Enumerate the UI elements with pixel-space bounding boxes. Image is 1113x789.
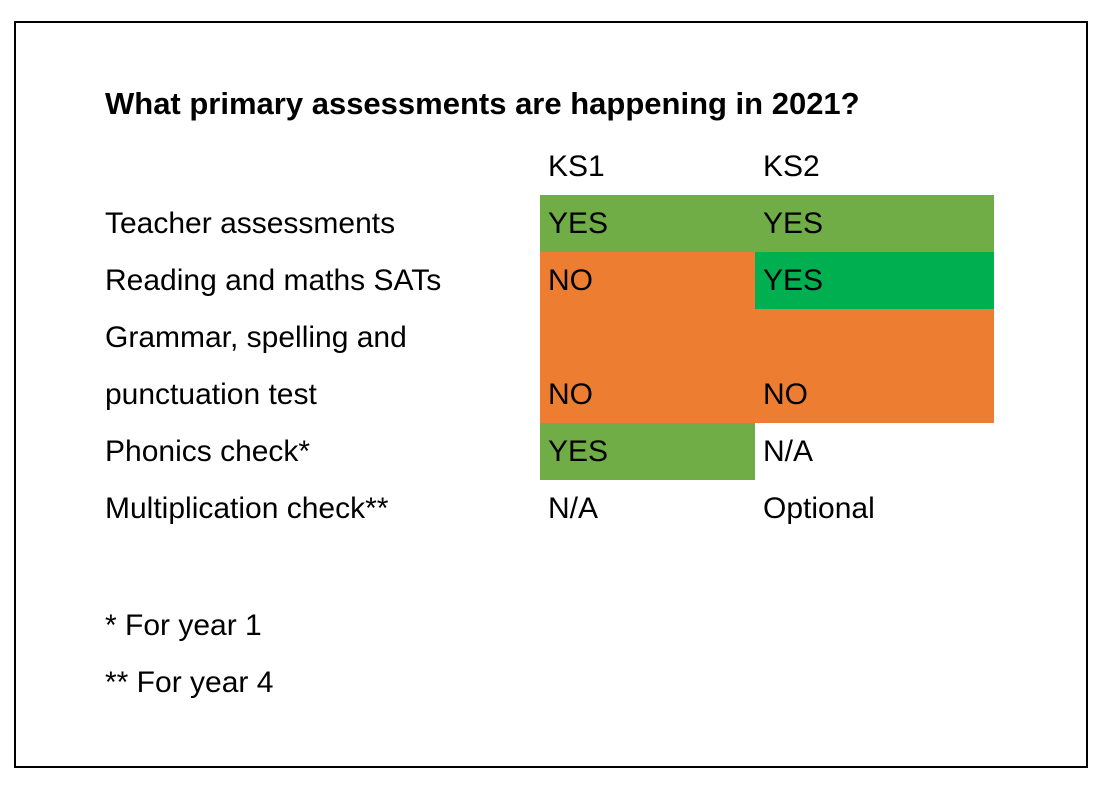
corner (105, 138, 540, 195)
row-label: Multiplication check** (105, 492, 389, 525)
cell: Optional (763, 492, 875, 525)
cell: YES (755, 252, 994, 309)
column-header: KS1 (548, 150, 605, 183)
table-row: Phonics check* YES N/A (105, 423, 994, 480)
footnotes: * For year 1 ** For year 4 (105, 597, 273, 711)
cell: NO (755, 309, 994, 423)
cell: NO (540, 252, 755, 309)
column-header: KS2 (763, 150, 820, 183)
table-row: Grammar, spelling and punctuation test NO… (105, 309, 994, 423)
header-row: KS1 KS2 (105, 138, 994, 195)
cell: YES (540, 423, 755, 480)
cell: YES (755, 195, 994, 252)
footnote: * For year 1 (105, 609, 262, 642)
row-label: Phonics check* (105, 435, 311, 468)
row-label: Teacher assessments (105, 207, 396, 240)
cell: YES (540, 195, 755, 252)
title: What primary assessments are happening i… (105, 86, 860, 121)
table-row: Multiplication check** N/A Optional (105, 480, 994, 537)
table-row: Reading and maths SATs NO YES (105, 252, 994, 309)
footnote: ** For year 4 (105, 666, 274, 699)
cell: N/A (763, 435, 814, 468)
assessment-table: KS1 KS2 Teacher assessments YES YES Reading a… (105, 138, 994, 537)
row-label: Grammar, spelling and punctuation test (105, 321, 407, 411)
cell: NO (540, 309, 755, 423)
row-label: Reading and maths SATs (105, 264, 442, 297)
frame (14, 21, 1088, 768)
cell: N/A (548, 492, 599, 525)
table-row: Teacher assessments YES YES (105, 195, 994, 252)
